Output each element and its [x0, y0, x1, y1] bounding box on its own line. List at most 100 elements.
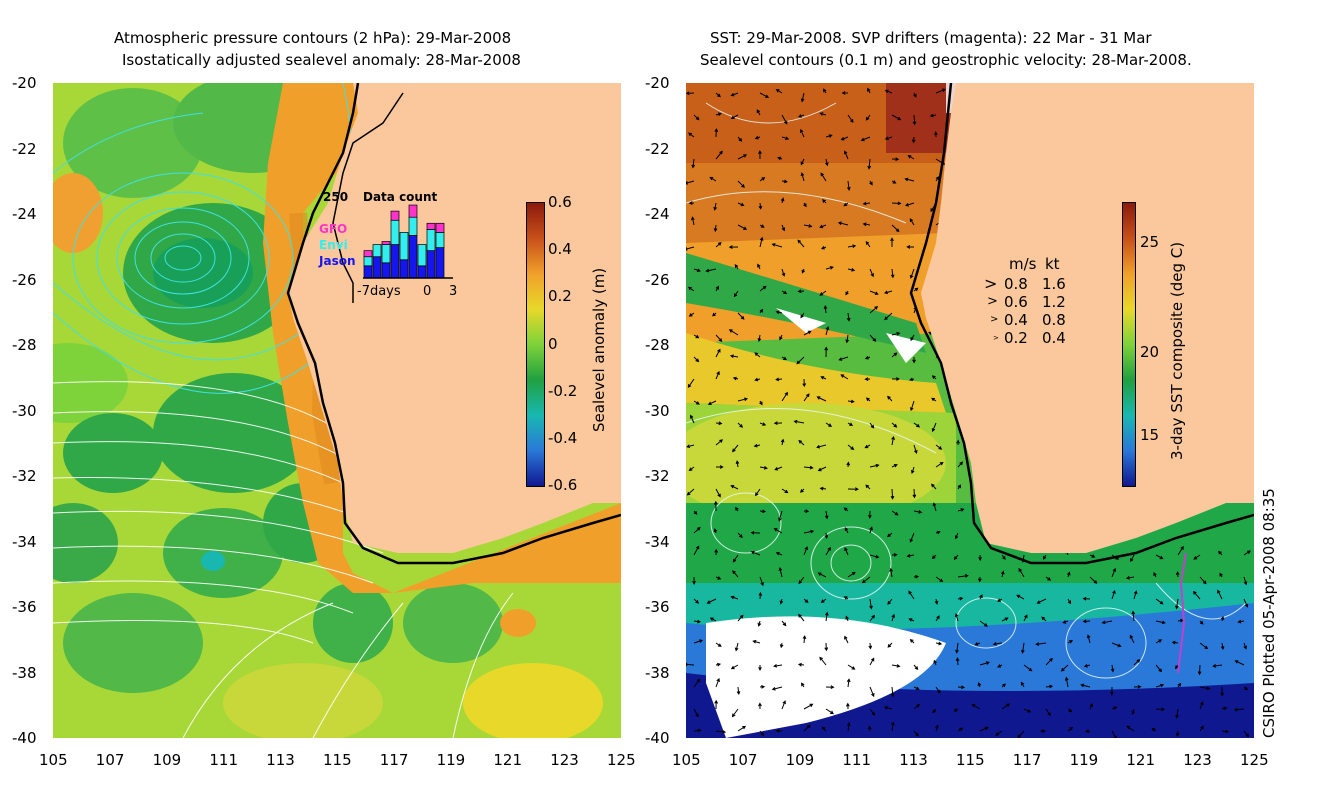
left-title-line1: Atmospheric pressure contours (2 hPa): 2…	[114, 29, 512, 47]
y-tick-label-right: -32	[645, 467, 670, 485]
velocity-arrow	[1067, 640, 1074, 644]
velocity-arrow	[781, 290, 788, 295]
velocity-legend-ms-header: m/s	[1009, 255, 1037, 273]
velocity-arrow	[825, 422, 833, 427]
velocity-arrow	[956, 439, 960, 446]
velocity-arrow	[707, 400, 717, 405]
velocity-arrow	[887, 642, 893, 648]
inset-x-label-end: 3	[449, 284, 458, 299]
velocity-arrow	[732, 376, 739, 381]
left-colorbar-tick: -0.6	[548, 476, 578, 494]
velocity-arrow	[1000, 570, 1005, 578]
velocity-arrow	[913, 704, 921, 710]
velocity-arrow	[691, 158, 696, 169]
x-tick-label-right: 107	[728, 751, 758, 769]
velocity-arrow	[954, 532, 959, 540]
right-colorbar-tick: 15	[1140, 426, 1160, 444]
y-tick-label-left: -20	[12, 74, 37, 92]
velocity-arrow	[693, 619, 702, 624]
velocity-arrow	[825, 325, 830, 336]
velocity-arrow	[1111, 642, 1122, 648]
velocity-arrow	[1001, 683, 1006, 688]
velocity-arrow	[890, 686, 895, 698]
inset-bar-jason	[408, 235, 418, 279]
velocity-arrow	[1110, 664, 1115, 673]
x-tick-label-right: 109	[785, 751, 815, 769]
velocity-arrow	[759, 308, 764, 314]
velocity-arrow	[865, 484, 871, 490]
velocity-arrow	[824, 510, 829, 520]
velocity-arrow	[891, 331, 901, 336]
velocity-arrow	[869, 290, 879, 295]
velocity-arrow	[891, 352, 898, 358]
velocity-arrow	[713, 528, 718, 534]
velocity-arrow	[867, 87, 871, 94]
velocity-arrow	[905, 202, 915, 207]
velocity-arrow	[1155, 664, 1163, 673]
velocity-arrow	[715, 421, 723, 426]
inset-title: Data count	[363, 190, 438, 204]
velocity-arrow	[912, 114, 917, 126]
velocity-legend-arrow-icon: >	[993, 334, 999, 342]
velocity-arrow	[688, 132, 695, 138]
velocity-arrow	[816, 396, 827, 402]
coastline	[286, 83, 621, 565]
velocity-arrow	[847, 722, 851, 732]
velocity-arrow	[840, 374, 849, 380]
velocity-arrow	[686, 246, 695, 251]
velocity-arrow	[797, 289, 805, 294]
velocity-arrow	[1133, 590, 1138, 600]
velocity-arrow	[825, 546, 831, 556]
velocity-arrow	[869, 554, 880, 559]
velocity-arrow	[803, 202, 807, 208]
x-tick-label-left: 119	[436, 751, 466, 769]
right-colorbar	[1122, 202, 1136, 487]
velocity-arrow	[846, 312, 851, 322]
velocity-arrow	[802, 378, 807, 388]
velocity-arrow	[1220, 642, 1225, 651]
velocity-arrow	[1234, 660, 1245, 666]
x-tick-label-left: 111	[209, 751, 239, 769]
velocity-arrow	[758, 150, 762, 160]
y-tick-label-left: -38	[12, 663, 37, 682]
velocity-arrow	[729, 354, 739, 358]
velocity-arrow	[891, 510, 899, 516]
velocity-arrow	[847, 571, 856, 578]
velocity-arrow	[935, 530, 941, 535]
velocity-arrow	[689, 414, 695, 424]
y-tick-label-left: -32	[12, 467, 37, 485]
velocity-arrow	[1220, 615, 1225, 622]
velocity-arrow	[736, 686, 741, 696]
velocity-arrow	[908, 618, 915, 622]
velocity-arrow	[868, 510, 872, 519]
velocity-arrow	[1083, 663, 1091, 668]
x-tick-label-right: 125	[1240, 751, 1269, 769]
velocity-arrow	[753, 443, 761, 448]
velocity-arrow	[820, 376, 827, 380]
velocity-arrow	[1219, 572, 1223, 578]
velocity-arrow	[869, 422, 875, 429]
velocity-arrow	[932, 708, 937, 714]
velocity-arrow	[843, 202, 849, 207]
x-tick-label-left: 125	[607, 751, 636, 769]
velocity-arrow	[1221, 729, 1230, 734]
velocity-arrow	[864, 444, 871, 449]
velocity-arrow	[737, 224, 748, 230]
velocity-arrow	[1217, 589, 1223, 600]
velocity-arrow	[1016, 594, 1025, 600]
velocity-arrow	[825, 708, 834, 715]
velocity-arrow	[1199, 576, 1207, 585]
velocity-arrow	[688, 312, 695, 317]
velocity-arrow	[934, 598, 939, 605]
velocity-arrow	[1237, 619, 1245, 624]
velocity-arrow	[935, 88, 947, 94]
velocity-legend-kt: 0.8	[1042, 311, 1066, 329]
velocity-arrow	[1175, 708, 1179, 719]
inset-bar-gfo	[390, 210, 400, 221]
velocity-arrow	[979, 620, 988, 627]
velocity-arrow	[1036, 598, 1047, 604]
velocity-arrow	[759, 466, 768, 470]
velocity-arrow	[841, 91, 848, 95]
x-tick-label-right: 119	[1069, 751, 1099, 769]
velocity-arrow	[889, 567, 893, 578]
